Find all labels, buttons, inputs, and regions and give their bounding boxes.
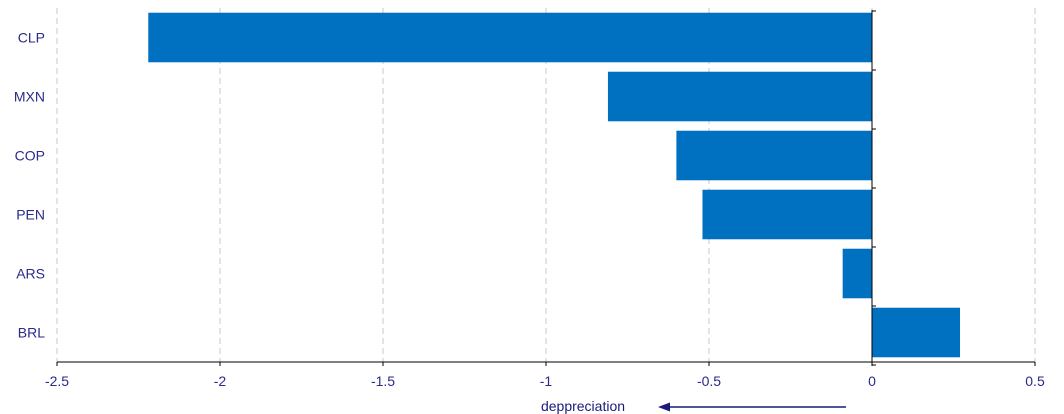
x-tick-label-4: -0.5 (697, 373, 721, 389)
annotation-arrow-head (658, 402, 670, 412)
x-tick-label-5: 0 (868, 373, 876, 389)
category-label-cop: COP (15, 148, 45, 164)
x-tick-labels: -2.5 -2 -1.5 -1 -0.5 0 0.5 (45, 373, 1045, 389)
bar-clp (148, 12, 872, 63)
bar-mxn (607, 71, 872, 122)
x-tick-label-0: -2.5 (45, 373, 69, 389)
x-tick-label-3: -1 (540, 373, 553, 389)
category-label-mxn: MXN (14, 89, 45, 105)
x-tick-label-1: -2 (214, 373, 227, 389)
category-label-clp: CLP (18, 30, 45, 46)
category-label-ars: ARS (16, 266, 45, 282)
category-label-pen: PEN (16, 207, 45, 223)
depreciation-annotation: deppreciation (541, 398, 846, 414)
bar-brl (872, 307, 961, 358)
x-tick-label-2: -1.5 (371, 373, 395, 389)
category-label-brl: BRL (18, 325, 45, 341)
x-tick-label-6: 0.5 (1025, 373, 1045, 389)
bar-cop (676, 130, 872, 181)
axes (56, 10, 1036, 366)
bar-ars (842, 248, 872, 299)
annotation-text: deppreciation (541, 398, 625, 414)
bars (148, 12, 961, 358)
bar-pen (702, 189, 872, 240)
category-labels: CLP MXN COP PEN ARS BRL (14, 30, 45, 341)
